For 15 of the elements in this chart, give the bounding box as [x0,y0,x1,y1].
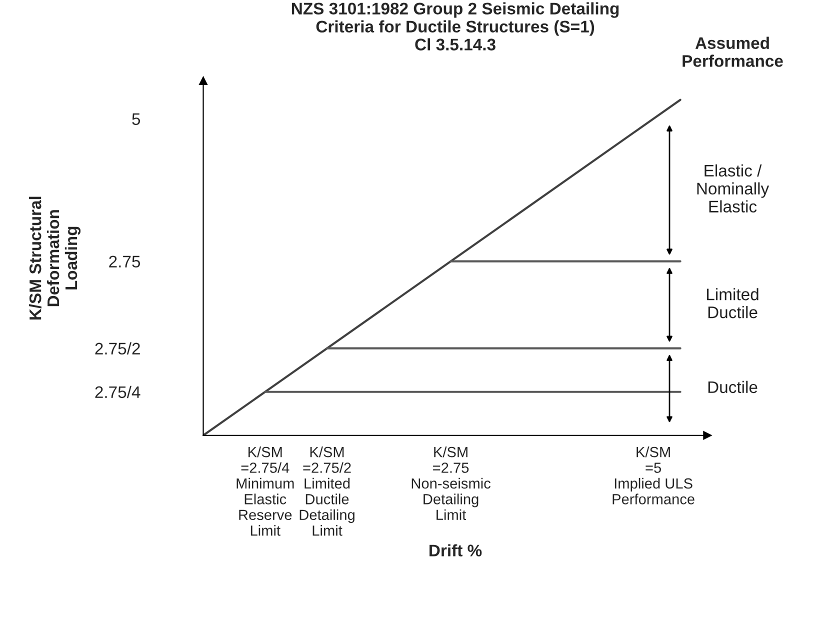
x-axis-title: Drift % [430,544,482,556]
y-tick-label: 5 [132,113,140,126]
text: Assumed Performance [682,36,783,67]
x-tick-label: K/SM =2.75/2 Limited Ductile Detailing Limit [300,446,354,536]
y-axis-title: K/SM Structural Deformation Loading [29,196,81,320]
annotation: Elastic / Nominally Elastic [697,164,770,212]
annotation: Limited Ductile [707,288,758,318]
x-tick-label: K/SM =2.75 Non-seismic Detailing Limit [412,446,491,520]
y-tick-label: 2.75/4 [95,386,140,398]
x-tick-label: K/SM =2.75/4 Minimum Elastic Reserve Limit [236,446,294,536]
y-tick-label: 2.75/2 [95,342,140,355]
chart-title: NZS 3101:1982 Group 2 Seismic Detailing Criteria for Ductile Structures (S=1) Cl 3.5.14.3 [292,2,619,50]
x-tick-label: K/SM =5 Implied ULS Performance [612,446,694,504]
y-tick-label: 2.75 [109,256,140,268]
text: Ductile [708,380,758,394]
